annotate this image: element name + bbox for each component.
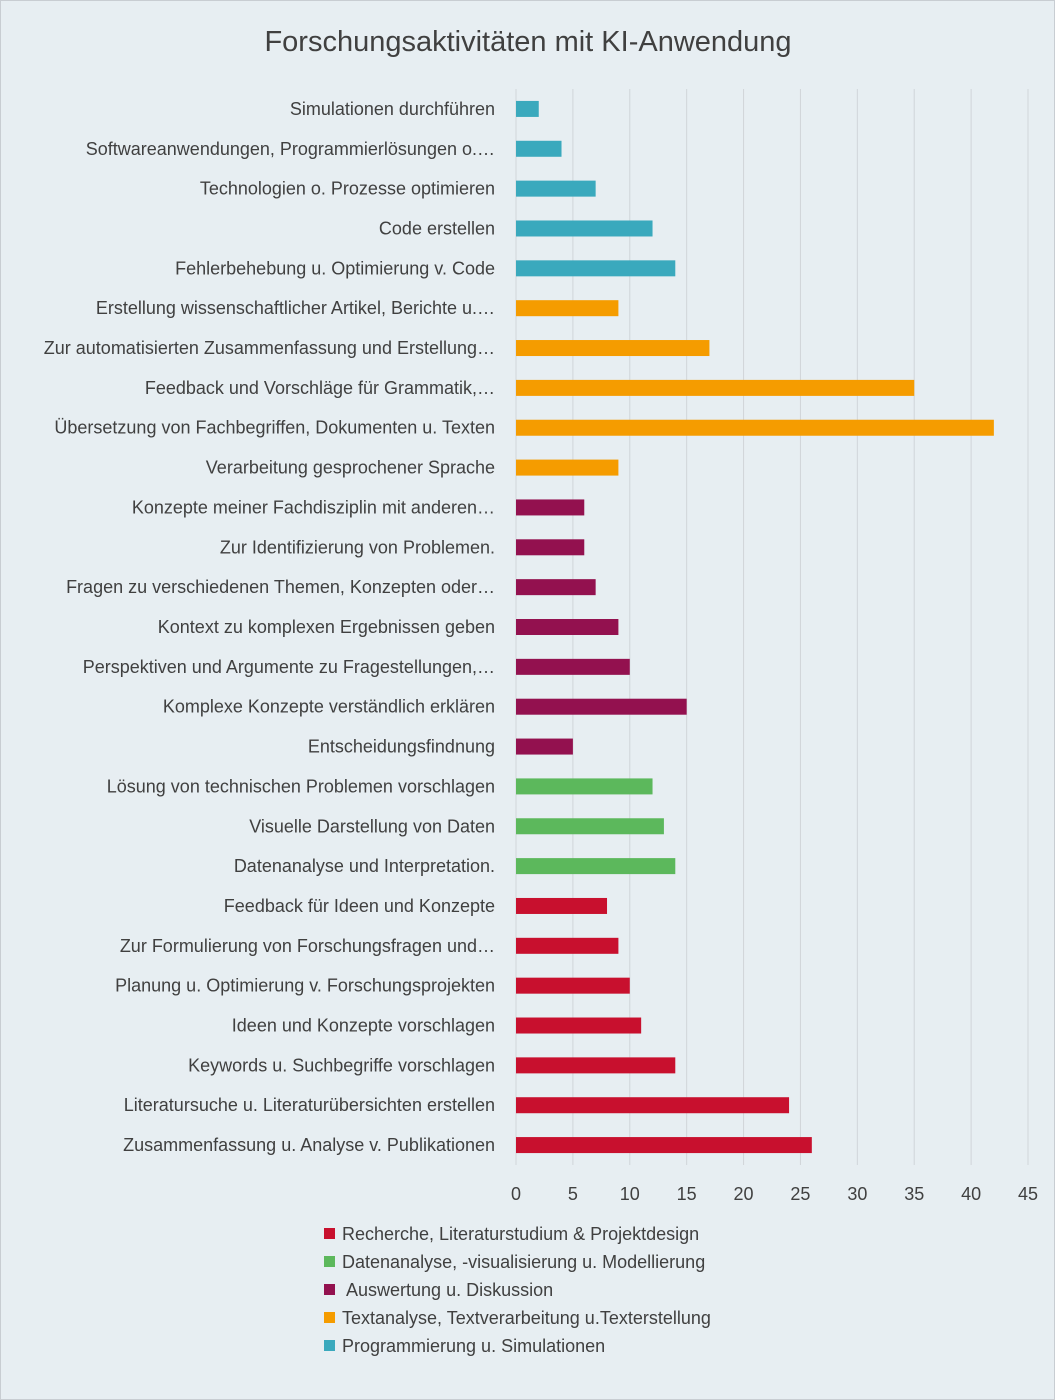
legend-swatch bbox=[324, 1256, 335, 1267]
bars bbox=[516, 100, 994, 1154]
x-tick-label: 35 bbox=[904, 1184, 924, 1204]
category-label: Zur Identifizierung von Problemen. bbox=[220, 537, 495, 557]
category-label: Übersetzung von Fachbegriffen, Dokumente… bbox=[54, 418, 495, 438]
legend-label: Programmierung u. Simulationen bbox=[342, 1336, 605, 1356]
bar bbox=[516, 1137, 812, 1154]
category-label: Literatursuche u. Literaturübersichten e… bbox=[124, 1095, 495, 1115]
bar bbox=[516, 977, 630, 994]
x-tick-label: 45 bbox=[1018, 1184, 1038, 1204]
x-tick-label: 30 bbox=[847, 1184, 867, 1204]
legend-label: Textanalyse, Textverarbeitung u.Texterst… bbox=[342, 1308, 711, 1328]
x-axis-ticks: 0 5 10 15 20 25 30 35 40 45 bbox=[511, 1184, 1038, 1204]
category-label: Feedback für Ideen und Konzepte bbox=[224, 896, 495, 916]
x-tick-label: 10 bbox=[620, 1184, 640, 1204]
legend-label: Auswertung u. Diskussion bbox=[342, 1280, 553, 1300]
category-label: Datenanalyse und Interpretation. bbox=[234, 856, 495, 876]
category-label: Entscheidungsfindnung bbox=[308, 737, 495, 757]
legend-swatch bbox=[324, 1340, 335, 1351]
category-label: Feedback und Vorschläge für Grammatik,… bbox=[145, 378, 495, 398]
bar bbox=[516, 818, 664, 835]
bar bbox=[516, 858, 676, 875]
bar bbox=[516, 419, 994, 436]
x-tick-label: 40 bbox=[961, 1184, 981, 1204]
bar bbox=[516, 937, 619, 954]
bar bbox=[516, 738, 573, 755]
bar bbox=[516, 579, 596, 596]
category-label: Zur Formulierung von Forschungsfragen un… bbox=[120, 936, 495, 956]
bar bbox=[516, 220, 653, 237]
category-label: Erstellung wissenschaftlicher Artikel, B… bbox=[96, 298, 495, 318]
x-tick-label: 25 bbox=[790, 1184, 810, 1204]
category-label: Ideen und Konzepte vorschlagen bbox=[232, 1016, 495, 1036]
bar bbox=[516, 778, 653, 795]
legend-swatch bbox=[324, 1312, 335, 1323]
bar bbox=[516, 180, 596, 197]
bar bbox=[516, 379, 915, 396]
bar bbox=[516, 698, 687, 715]
bar bbox=[516, 260, 676, 277]
category-label: Code erstellen bbox=[379, 218, 495, 238]
category-label: Fehlerbehebung u. Optimierung v. Code bbox=[175, 258, 495, 278]
category-label: Zur automatisierten Zusammenfassung und … bbox=[44, 338, 495, 358]
bar bbox=[516, 1017, 642, 1034]
legend-label: Datenanalyse, -visualisierung u. Modelli… bbox=[342, 1252, 705, 1272]
bar bbox=[516, 658, 630, 675]
bar bbox=[516, 340, 710, 357]
category-label: Softwareanwendungen, Programmierlösungen… bbox=[86, 139, 495, 159]
legend-swatch bbox=[324, 1228, 335, 1239]
category-label: Lösung von technischen Problemen vorschl… bbox=[107, 776, 495, 796]
x-tick-label: 20 bbox=[734, 1184, 754, 1204]
bar bbox=[516, 140, 562, 157]
category-label: Perspektiven und Argumente zu Fragestell… bbox=[83, 657, 495, 677]
category-label: Fragen zu verschiedenen Themen, Konzepte… bbox=[66, 577, 495, 597]
bar bbox=[516, 100, 539, 117]
legend-swatch bbox=[324, 1284, 335, 1295]
legend: Recherche, Literaturstudium & Projektdes… bbox=[324, 1224, 711, 1356]
category-label: Konzepte meiner Fachdisziplin mit andere… bbox=[132, 497, 495, 517]
category-label: Visuelle Darstellung von Daten bbox=[249, 816, 495, 836]
bar bbox=[516, 1097, 790, 1114]
bar bbox=[516, 539, 585, 556]
bar bbox=[516, 300, 619, 317]
x-tick-label: 0 bbox=[511, 1184, 521, 1204]
bar bbox=[516, 1057, 676, 1074]
bar bbox=[516, 499, 585, 516]
x-tick-label: 15 bbox=[677, 1184, 697, 1204]
category-label: Keywords u. Suchbegriffe vorschlagen bbox=[188, 1055, 495, 1075]
category-label: Komplexe Konzepte verständlich erklären bbox=[163, 697, 495, 717]
legend-label: Recherche, Literaturstudium & Projektdes… bbox=[342, 1224, 699, 1244]
category-label: Zusammenfassung u. Analyse v. Publikatio… bbox=[123, 1135, 495, 1155]
category-label: Simulationen durchführen bbox=[290, 99, 495, 119]
chart-title: Forschungsaktivitäten mit KI-Anwendung bbox=[264, 26, 791, 58]
bar bbox=[516, 459, 619, 476]
bar bbox=[516, 619, 619, 635]
category-label: Kontext zu komplexen Ergebnissen geben bbox=[158, 617, 495, 637]
category-label: Verarbeitung gesprochener Sprache bbox=[206, 458, 495, 478]
category-labels: Simulationen durchführen Softwareanwendun… bbox=[44, 99, 495, 1155]
category-label: Technologien o. Prozesse optimieren bbox=[200, 179, 495, 199]
x-tick-label: 5 bbox=[568, 1184, 578, 1204]
category-label: Planung u. Optimierung v. Forschungsproj… bbox=[115, 976, 495, 996]
bar bbox=[516, 897, 608, 914]
